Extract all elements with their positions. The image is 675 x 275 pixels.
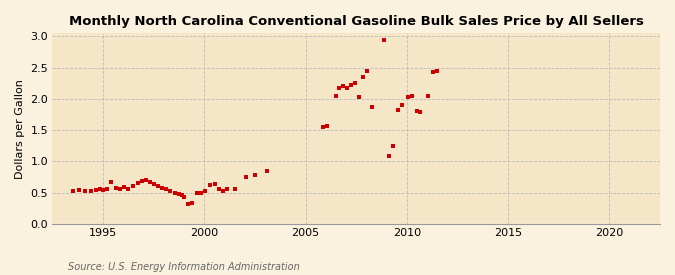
Title: Monthly North Carolina Conventional Gasoline Bulk Sales Price by All Sellers: Monthly North Carolina Conventional Gaso… (69, 15, 644, 28)
Point (153, 184, 163, 189)
Point (205, 183, 216, 187)
Point (173, 192, 184, 197)
Point (362, 68, 373, 73)
Point (217, 189, 228, 193)
Point (210, 182, 221, 186)
Point (136, 179, 147, 183)
Point (102, 187, 113, 191)
Point (115, 187, 126, 191)
Point (412, 109, 423, 114)
Point (106, 180, 117, 184)
Point (111, 186, 122, 190)
Point (346, 83, 356, 87)
Y-axis label: Dollars per Gallon: Dollars per Gallon (15, 79, 25, 178)
Point (192, 191, 202, 196)
Point (157, 185, 167, 190)
Point (358, 75, 369, 79)
Point (402, 95, 413, 99)
Point (132, 181, 143, 185)
Point (95, 187, 105, 192)
Point (86, 189, 97, 193)
Point (262, 169, 273, 174)
Point (177, 193, 188, 197)
Point (367, 105, 378, 109)
Point (331, 94, 342, 98)
Point (240, 175, 251, 179)
Point (378, 37, 389, 42)
Point (148, 182, 159, 186)
Point (80, 189, 90, 194)
Point (128, 184, 139, 189)
Point (165, 189, 176, 194)
Point (68, 189, 78, 194)
Point (196, 191, 207, 196)
Point (392, 108, 403, 112)
Point (250, 173, 261, 177)
Point (187, 201, 198, 205)
Point (230, 187, 240, 191)
Point (423, 94, 433, 98)
Point (414, 110, 425, 114)
Point (354, 95, 364, 99)
Point (140, 178, 151, 182)
Point (183, 202, 194, 207)
Point (213, 187, 224, 192)
Point (338, 84, 348, 89)
Point (321, 124, 332, 129)
Point (333, 86, 344, 90)
Point (179, 195, 190, 199)
Point (221, 187, 232, 192)
Point (90, 188, 101, 192)
Point (123, 187, 134, 191)
Point (383, 153, 394, 158)
Point (350, 81, 360, 86)
Point (74, 188, 84, 192)
Point (317, 125, 328, 129)
Text: Source: U.S. Energy Information Administration: Source: U.S. Energy Information Administ… (68, 262, 299, 271)
Point (119, 185, 130, 189)
Point (169, 190, 180, 195)
Point (396, 103, 407, 107)
Point (161, 187, 171, 191)
Point (432, 68, 443, 73)
Point (406, 94, 417, 98)
Point (200, 189, 211, 194)
Point (144, 180, 155, 184)
Point (342, 86, 352, 90)
Point (387, 144, 398, 148)
Point (98, 188, 109, 192)
Point (428, 70, 439, 74)
